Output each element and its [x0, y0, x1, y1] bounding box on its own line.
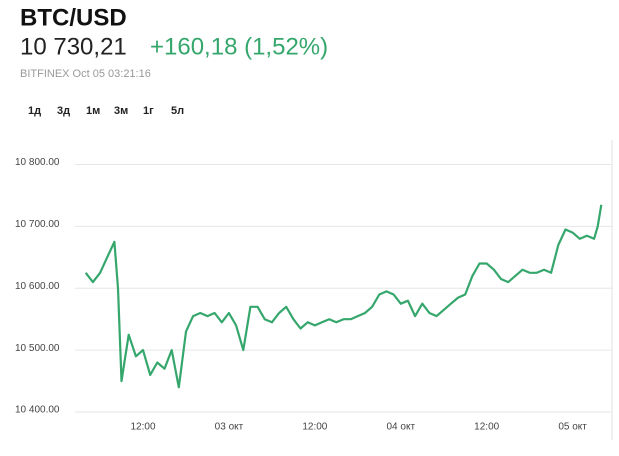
- x-tick-label: 03 окт: [215, 422, 244, 433]
- y-tick-label: 10 800.00: [15, 157, 60, 168]
- x-tick-label: 12:00: [302, 422, 327, 433]
- period-tab[interactable]: 1г: [143, 105, 154, 117]
- period-tab[interactable]: 1д: [28, 105, 41, 117]
- period-tab[interactable]: 3м: [114, 105, 128, 117]
- x-tick-label: 05 окт: [558, 422, 587, 433]
- y-tick-label: 10 500.00: [15, 343, 60, 354]
- chart-title: BTC/USD: [20, 4, 127, 31]
- y-tick-label: 10 600.00: [15, 281, 60, 292]
- price: 10 730,21: [20, 33, 127, 60]
- price-line: [84, 204, 603, 389]
- period-tab[interactable]: 3д: [57, 105, 70, 117]
- x-tick-label: 04 окт: [387, 422, 416, 433]
- price-change: +160,18 (1,52%): [150, 33, 328, 60]
- period-tab[interactable]: 5л: [171, 105, 184, 117]
- y-tick-label: 10 700.00: [15, 219, 60, 230]
- source: BITFINEX Oct 05 03:21:16: [20, 68, 151, 80]
- x-tick-label: 12:00: [131, 422, 156, 433]
- y-tick-label: 10 400.00: [15, 405, 60, 416]
- period-tab[interactable]: 1м: [86, 105, 100, 117]
- x-tick-label: 12:00: [474, 422, 499, 433]
